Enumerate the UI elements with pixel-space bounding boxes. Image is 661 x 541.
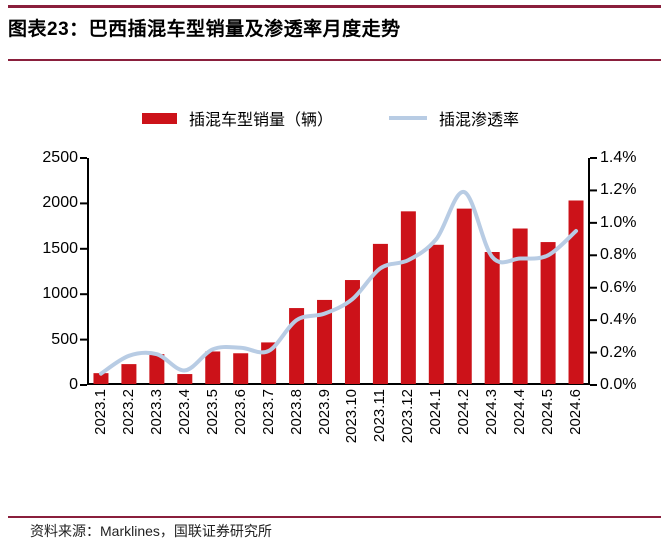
x-axis-label-2023.6: 2023.6 xyxy=(231,389,249,435)
bar-2024.6 xyxy=(568,200,584,384)
x-axis-label-2024.2: 2024.2 xyxy=(455,389,473,435)
source-note: 资料来源：Marklines，国联证券研究所 xyxy=(30,523,272,539)
penetration-legend-label: 插混渗透率 xyxy=(439,112,520,129)
right-axis-label-0.8%: 0.8% xyxy=(600,246,637,264)
right-axis-label-1.4%: 1.4% xyxy=(600,149,637,166)
right-axis-label-0.6%: 0.6% xyxy=(600,278,637,296)
bar-2023.11 xyxy=(372,243,388,384)
right-axis-label-0.0%: 0.0% xyxy=(600,376,637,393)
x-axis-label-2024.4: 2024.4 xyxy=(511,389,529,435)
x-axis-label-2023.2: 2023.2 xyxy=(119,389,137,435)
bottom-rule xyxy=(8,516,661,518)
bar-2023.8 xyxy=(289,308,305,384)
left-axis-label-2500: 2500 xyxy=(42,149,78,166)
x-axis-label-2023.10: 2023.10 xyxy=(343,389,361,444)
legend-item-penetration: 插混渗透率 xyxy=(389,106,519,130)
top-rule xyxy=(8,5,661,8)
left-axis-label-0: 0 xyxy=(69,376,78,393)
figure-title: 图表23：巴西插混车型销量及渗透率月度走势 xyxy=(8,19,401,40)
bar-2023.9 xyxy=(317,299,333,384)
bar-2023.2 xyxy=(121,364,137,384)
right-axis-label-0.4%: 0.4% xyxy=(600,311,637,329)
x-axis-label-2023.12: 2023.12 xyxy=(399,389,417,444)
bar-2024.5 xyxy=(540,242,556,384)
x-axis-label-2024.1: 2024.1 xyxy=(427,389,445,435)
x-axis-label-2024.5: 2024.5 xyxy=(539,389,557,435)
left-axis-label-1500: 1500 xyxy=(42,239,78,257)
bar-2023.4 xyxy=(177,374,193,384)
right-axis-label-0.2%: 0.2% xyxy=(600,343,637,361)
bar-2024.1 xyxy=(428,244,444,384)
bar-2023.5 xyxy=(205,351,221,384)
left-axis-label-2000: 2000 xyxy=(42,194,78,212)
sales-bar-swatch-icon xyxy=(141,112,177,124)
bar-2024.4 xyxy=(512,228,528,384)
x-axis-label-2023.5: 2023.5 xyxy=(203,389,221,435)
right-axis-label-1.2%: 1.2% xyxy=(600,181,637,199)
left-axis-label-1000: 1000 xyxy=(42,285,78,303)
chart-legend: 插混车型销量（辆） 插混渗透率 xyxy=(0,106,661,130)
x-axis-label-2023.7: 2023.7 xyxy=(259,389,277,435)
right-axis-label-1.0%: 1.0% xyxy=(600,213,637,231)
x-axis-label-2023.11: 2023.11 xyxy=(371,389,389,443)
sales-legend-label: 插混车型销量（辆） xyxy=(188,112,333,129)
bar-2023.3 xyxy=(149,354,165,384)
legend-item-sales: 插混车型销量（辆） xyxy=(141,106,333,130)
left-axis-label-500: 500 xyxy=(51,330,78,348)
x-axis-label-2024.3: 2024.3 xyxy=(483,389,501,435)
bar-2024.2 xyxy=(456,208,472,384)
bar-2023.6 xyxy=(233,353,249,384)
penetration-line xyxy=(98,190,579,376)
bar-2023.1 xyxy=(93,373,109,384)
plot-area xyxy=(80,156,597,386)
title-underline-rule xyxy=(8,59,661,61)
x-axis-label-2024.6: 2024.6 xyxy=(567,389,585,435)
x-axis-label-2023.4: 2023.4 xyxy=(175,389,193,435)
bar-2023.12 xyxy=(400,211,416,384)
x-axis-label-2023.8: 2023.8 xyxy=(287,389,305,435)
x-axis-label-2023.9: 2023.9 xyxy=(315,389,333,435)
bar-2023.10 xyxy=(344,280,360,384)
penetration-line-swatch-icon xyxy=(389,116,427,120)
x-axis-label-2023.1: 2023.1 xyxy=(91,389,109,435)
bar-2024.3 xyxy=(484,252,500,384)
x-axis-label-2023.3: 2023.3 xyxy=(147,389,165,435)
